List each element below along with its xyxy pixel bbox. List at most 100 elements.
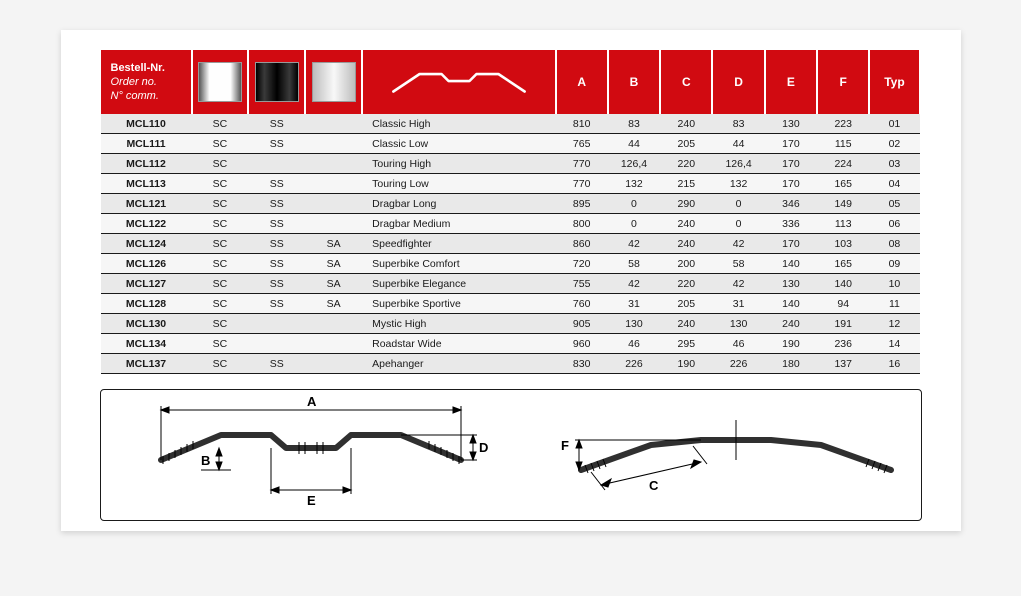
cell-name: Touring Low [362, 174, 555, 194]
cell-f3: SA [305, 234, 362, 254]
cell-a: 760 [556, 294, 608, 314]
cell-a: 770 [556, 154, 608, 174]
dim-label-a: A [307, 394, 317, 409]
cell-b: 42 [608, 234, 660, 254]
spec-table-body: MCL110SCSSClassic High810832408313022301… [101, 114, 920, 374]
cell-a: 905 [556, 314, 608, 334]
cell-typ: 12 [869, 314, 919, 334]
cell-f: 236 [817, 334, 869, 354]
cell-a: 810 [556, 114, 608, 134]
cell-name: Dragbar Long [362, 194, 555, 214]
cell-f2: SS [248, 134, 305, 154]
cell-f: 140 [817, 274, 869, 294]
cell-e: 170 [765, 134, 817, 154]
cell-a: 765 [556, 134, 608, 154]
table-row: MCL112SCTouring High770126,4220126,41702… [101, 154, 920, 174]
table-row: MCL113SCSSTouring Low7701322151321701650… [101, 174, 920, 194]
cell-f: 115 [817, 134, 869, 154]
cell-order: MCL137 [101, 354, 192, 374]
cell-typ: 01 [869, 114, 919, 134]
cell-b: 130 [608, 314, 660, 334]
cell-name: Classic Low [362, 134, 555, 154]
cell-f2: SS [248, 274, 305, 294]
cell-f1: SC [192, 234, 249, 254]
cell-a: 830 [556, 354, 608, 374]
swatch-silver-icon [312, 62, 356, 102]
cell-b: 226 [608, 354, 660, 374]
cell-f: 223 [817, 114, 869, 134]
cell-e: 170 [765, 174, 817, 194]
cell-b: 132 [608, 174, 660, 194]
cell-c: 220 [660, 274, 712, 294]
header-finish-chrome [192, 50, 249, 114]
cell-name: Classic High [362, 114, 555, 134]
cell-d: 132 [712, 174, 764, 194]
cell-e: 180 [765, 354, 817, 374]
cell-f3: SA [305, 274, 362, 294]
cell-f: 113 [817, 214, 869, 234]
cell-d: 130 [712, 314, 764, 334]
cell-f2: SS [248, 234, 305, 254]
cell-b: 0 [608, 214, 660, 234]
cell-f1: SC [192, 194, 249, 214]
dim-label-c: C [649, 478, 659, 493]
header-order-line: Bestell-Nr. [111, 62, 165, 74]
cell-e: 140 [765, 294, 817, 314]
page-card: Bestell-Nr. Order no. N° comm. [61, 30, 961, 531]
cell-order: MCL134 [101, 334, 192, 354]
table-row: MCL126SCSSSASuperbike Comfort72058200581… [101, 254, 920, 274]
table-row: MCL124SCSSSASpeedfighter8604224042170103… [101, 234, 920, 254]
cell-b: 126,4 [608, 154, 660, 174]
table-row: MCL137SCSSApehanger83022619022618013716 [101, 354, 920, 374]
cell-e: 190 [765, 334, 817, 354]
cell-d: 46 [712, 334, 764, 354]
dim-label-b: B [201, 453, 210, 468]
cell-f: 137 [817, 354, 869, 374]
cell-b: 58 [608, 254, 660, 274]
cell-f1: SC [192, 174, 249, 194]
cell-d: 0 [712, 194, 764, 214]
cell-e: 170 [765, 154, 817, 174]
cell-d: 226 [712, 354, 764, 374]
cell-f: 165 [817, 254, 869, 274]
cell-name: Apehanger [362, 354, 555, 374]
cell-typ: 05 [869, 194, 919, 214]
swatch-black-icon [255, 62, 299, 102]
cell-f: 191 [817, 314, 869, 334]
cell-a: 755 [556, 274, 608, 294]
cell-c: 295 [660, 334, 712, 354]
cell-e: 346 [765, 194, 817, 214]
cell-e: 130 [765, 114, 817, 134]
cell-e: 240 [765, 314, 817, 334]
cell-f2: SS [248, 214, 305, 234]
cell-f1: SC [192, 114, 249, 134]
cell-name: Roadstar Wide [362, 334, 555, 354]
cell-f3 [305, 114, 362, 134]
dim-label-f: F [561, 438, 569, 453]
cell-d: 42 [712, 274, 764, 294]
header-dim-c: C [660, 50, 712, 114]
dim-label-e: E [307, 493, 316, 508]
header-dim-e: E [765, 50, 817, 114]
cell-d: 58 [712, 254, 764, 274]
table-row: MCL127SCSSSASuperbike Elegance7554222042… [101, 274, 920, 294]
cell-order: MCL124 [101, 234, 192, 254]
cell-c: 205 [660, 294, 712, 314]
cell-c: 290 [660, 194, 712, 214]
cell-name: Dragbar Medium [362, 214, 555, 234]
cell-f2 [248, 154, 305, 174]
cell-a: 860 [556, 234, 608, 254]
cell-typ: 03 [869, 154, 919, 174]
cell-name: Superbike Elegance [362, 274, 555, 294]
cell-c: 220 [660, 154, 712, 174]
cell-b: 83 [608, 114, 660, 134]
spec-table: Bestell-Nr. Order no. N° comm. [101, 50, 921, 374]
cell-f1: SC [192, 354, 249, 374]
cell-order: MCL130 [101, 314, 192, 334]
cell-d: 126,4 [712, 154, 764, 174]
cell-typ: 04 [869, 174, 919, 194]
cell-f2: SS [248, 254, 305, 274]
table-row: MCL134SCRoadstar Wide960462954619023614 [101, 334, 920, 354]
cell-f3 [305, 214, 362, 234]
table-row: MCL122SCSSDragbar Medium8000240033611306 [101, 214, 920, 234]
